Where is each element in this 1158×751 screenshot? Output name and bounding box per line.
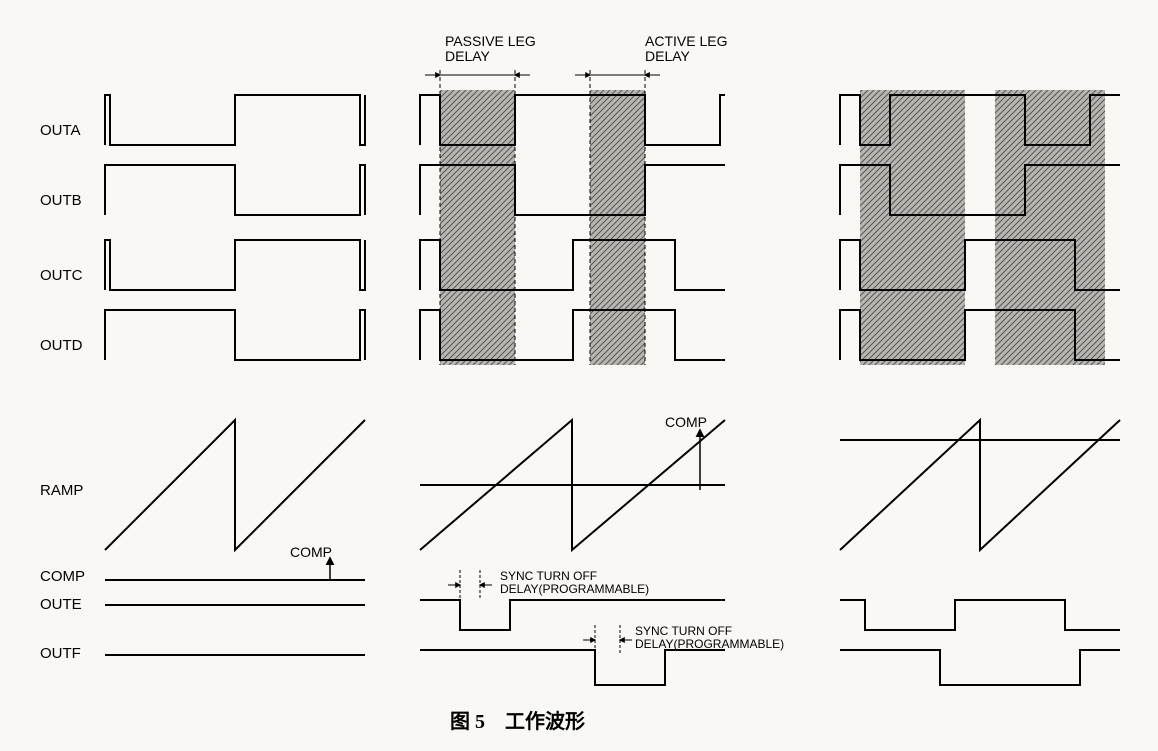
waveform-svg bbox=[20, 20, 1138, 731]
timing-diagram-figure: OUTA OUTB OUTC OUTD RAMP COMP OUTE OUTF … bbox=[20, 20, 1138, 731]
